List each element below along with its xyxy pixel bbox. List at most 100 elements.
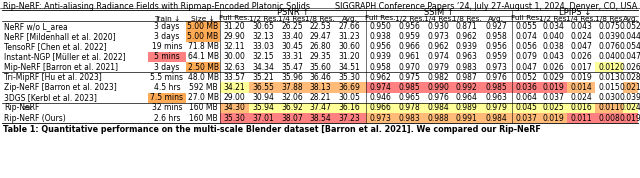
Text: 1/8 Res: 1/8 Res: [595, 15, 623, 22]
Text: 0.013: 0.013: [598, 73, 620, 82]
Bar: [366, 103, 395, 113]
Text: 32 mins: 32 mins: [152, 103, 182, 112]
Text: 0.992: 0.992: [456, 83, 477, 92]
Bar: [540, 103, 567, 113]
Text: 0.019: 0.019: [543, 83, 564, 92]
Text: 0.966: 0.966: [369, 103, 392, 112]
Text: 37.47: 37.47: [309, 103, 331, 112]
Text: 0.982: 0.982: [428, 73, 449, 82]
Bar: [333, 113, 366, 123]
Text: 35.96: 35.96: [282, 73, 303, 82]
Bar: [278, 113, 307, 123]
Text: Mip-NeRF [Barron et al. 2021]: Mip-NeRF [Barron et al. 2021]: [4, 63, 118, 72]
Text: 35.30: 35.30: [339, 73, 360, 82]
Text: 33.31: 33.31: [282, 52, 303, 61]
Text: 0.946: 0.946: [369, 93, 392, 102]
Text: 0.973: 0.973: [369, 114, 392, 123]
Text: Avg.: Avg.: [342, 15, 358, 22]
Text: 0.987: 0.987: [456, 73, 477, 82]
Text: 0.956: 0.956: [399, 22, 420, 31]
Bar: [278, 82, 307, 93]
Text: 1/4 Res.: 1/4 Res.: [424, 15, 453, 22]
Text: 160 MB: 160 MB: [189, 114, 218, 123]
Bar: [424, 113, 453, 123]
Bar: [595, 62, 623, 72]
Bar: [307, 82, 333, 93]
Text: 0.016: 0.016: [570, 103, 592, 112]
Text: 0.985: 0.985: [485, 83, 507, 92]
Bar: [540, 82, 567, 93]
Text: 30.60: 30.60: [339, 42, 360, 51]
Text: 0.024: 0.024: [620, 103, 640, 112]
Text: 0.040: 0.040: [598, 52, 620, 61]
Text: 32.06: 32.06: [282, 93, 303, 102]
Text: 0.043: 0.043: [570, 22, 592, 31]
Text: 32.11: 32.11: [224, 42, 245, 51]
Bar: [424, 103, 453, 113]
Text: 0.974: 0.974: [369, 83, 392, 92]
Text: 0.019: 0.019: [620, 114, 640, 123]
Text: Rip-NeRF (Ours): Rip-NeRF (Ours): [4, 114, 66, 123]
Text: 0.983: 0.983: [456, 63, 477, 72]
Bar: [567, 82, 595, 93]
Bar: [307, 113, 333, 123]
Bar: [186, 62, 220, 72]
Text: Rip-NeRF: Rip-NeRF: [4, 103, 40, 112]
Bar: [512, 103, 540, 113]
Text: 0.961: 0.961: [399, 52, 420, 61]
Text: 0.026: 0.026: [543, 63, 564, 72]
Text: 0.938: 0.938: [370, 32, 392, 41]
Text: 0.950: 0.950: [369, 22, 392, 31]
Text: 0.011: 0.011: [570, 114, 592, 123]
Text: 0.075: 0.075: [598, 22, 620, 31]
Bar: [395, 82, 424, 93]
Bar: [453, 82, 480, 93]
Text: 3 days: 3 days: [154, 32, 180, 41]
Text: 0.939: 0.939: [369, 52, 392, 61]
Text: 0.956: 0.956: [485, 42, 507, 51]
Bar: [480, 113, 512, 123]
Text: 0.990: 0.990: [428, 83, 449, 92]
Text: 5.5 mins: 5.5 mins: [150, 73, 184, 82]
Text: TensoRF [Chen et al. 2022]: TensoRF [Chen et al. 2022]: [4, 42, 107, 51]
Text: 36.46: 36.46: [309, 73, 331, 82]
Text: 4.5 hrs: 4.5 hrs: [154, 83, 180, 92]
Bar: [567, 103, 595, 113]
Text: 38.07: 38.07: [282, 114, 303, 123]
Bar: [186, 21, 220, 31]
Text: 0.975: 0.975: [399, 73, 420, 82]
Text: 36.16: 36.16: [339, 103, 360, 112]
Text: 0.983: 0.983: [399, 114, 420, 123]
Text: 0.026: 0.026: [620, 63, 640, 72]
Bar: [567, 113, 595, 123]
Text: 29.00: 29.00: [223, 93, 245, 102]
Bar: [366, 82, 395, 93]
Text: 1/2 Res.: 1/2 Res.: [248, 15, 278, 22]
Bar: [366, 113, 395, 123]
Text: Size ↓: Size ↓: [191, 15, 215, 22]
Text: 160 MB: 160 MB: [189, 103, 218, 112]
Text: 36.92: 36.92: [282, 103, 303, 112]
Text: 0.017: 0.017: [570, 63, 592, 72]
Text: 0.079: 0.079: [515, 52, 537, 61]
Text: 0.047: 0.047: [515, 63, 537, 72]
Text: 0.985: 0.985: [399, 83, 420, 92]
Text: 0.026: 0.026: [570, 52, 592, 61]
Text: 34.30: 34.30: [223, 103, 245, 112]
Bar: [148, 93, 186, 103]
Text: 0.871: 0.871: [456, 22, 477, 31]
Bar: [480, 82, 512, 93]
Text: 33.40: 33.40: [282, 32, 303, 41]
Text: Tri-MipRF [Hu et al. 2023]: Tri-MipRF [Hu et al. 2023]: [4, 73, 102, 82]
Text: 0.038: 0.038: [543, 42, 564, 51]
Bar: [220, 82, 249, 93]
Text: 0.979: 0.979: [485, 103, 507, 112]
Bar: [595, 113, 623, 123]
Text: 0.055: 0.055: [515, 22, 537, 31]
Text: 31.20: 31.20: [224, 22, 245, 31]
Text: 0.036: 0.036: [515, 83, 537, 92]
Text: 30.45: 30.45: [282, 42, 303, 51]
Text: 0.962: 0.962: [456, 32, 477, 41]
Text: 29.90: 29.90: [223, 32, 245, 41]
Text: 0.973: 0.973: [428, 32, 449, 41]
